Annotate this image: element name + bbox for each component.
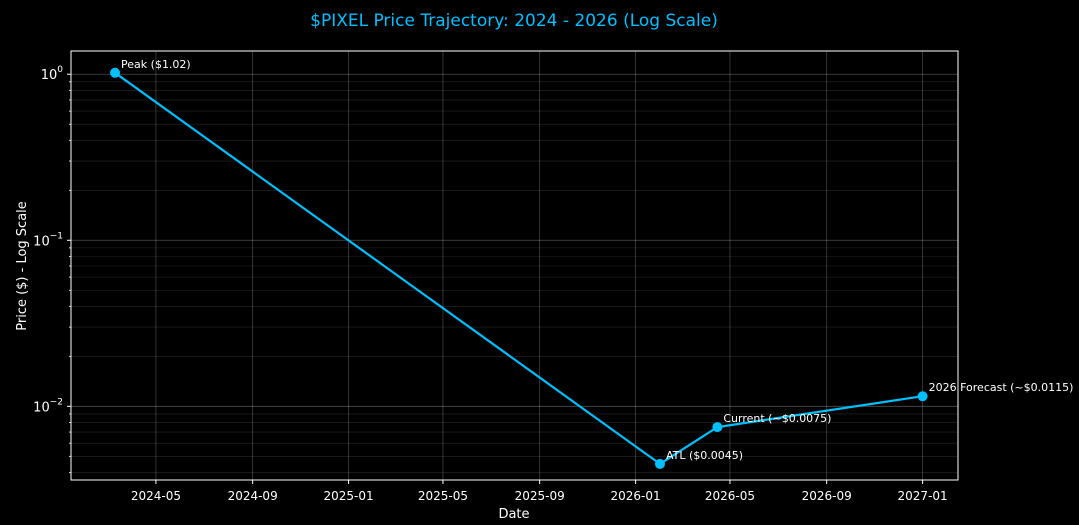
x-tick-label: 2026-01 [611,489,661,503]
x-tick-label: 2024-09 [228,489,278,503]
data-label: ATL ($0.0045) [666,449,743,462]
plot-frame [70,50,959,481]
data-point [654,458,665,469]
x-tick-label: 2026-05 [705,489,755,503]
x-tick-label: 2025-01 [324,489,374,503]
series: Peak ($1.02) ATL ($0.0045) Current (~$0.00… [110,58,1073,469]
data-label: Peak ($1.02) [121,58,191,71]
data-point [917,391,928,402]
y-tick-label: 10−2 [33,397,63,415]
data-point [712,422,723,433]
grid [71,51,958,480]
data-label: 2026 Forecast (~$0.0115) [929,381,1074,394]
x-tick-label: 2027-01 [898,489,948,503]
chart-title: $PIXEL Price Trajectory: 2024 - 2026 (Lo… [310,11,718,31]
axis-ticks: 2024-05 2024-09 2025-01 2025-05 2025-09 2026-… [33,65,948,503]
data-label: Current (~$0.0075) [723,412,831,425]
data-point [110,67,121,78]
series-line [114,71,923,465]
x-tick-label: 2024-05 [131,489,181,503]
y-tick-label: 10−1 [33,231,63,249]
y-tick-label: 100 [41,65,64,83]
x-tick-label: 2025-05 [418,489,468,503]
x-tick-label: 2025-09 [515,489,565,503]
x-tick-label: 2026-09 [802,489,852,503]
x-axis-label: Date [498,507,529,522]
y-axis-label: Price ($) - Log Scale [15,201,30,331]
